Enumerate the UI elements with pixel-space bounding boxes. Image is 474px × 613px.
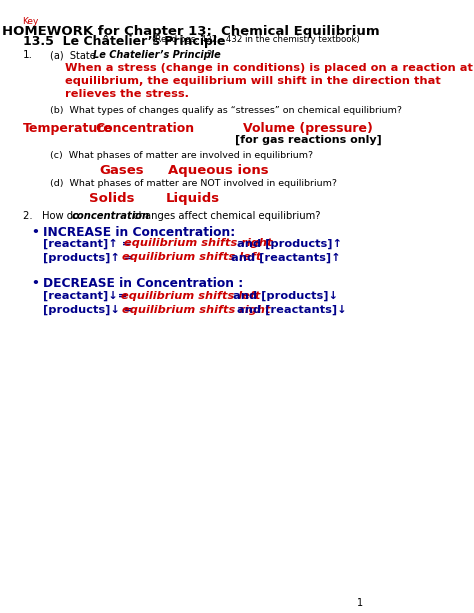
Text: and [products]↑: and [products]↑ — [233, 238, 342, 249]
Text: [products]↑ =: [products]↑ = — [43, 253, 137, 263]
Text: equilibrium shifts right: equilibrium shifts right — [122, 305, 271, 314]
Text: equilibrium shifts left: equilibrium shifts left — [122, 253, 262, 262]
Text: 13.5  Le Châtelier’s Principle: 13.5 Le Châtelier’s Principle — [23, 36, 225, 48]
Text: Aqueous ions: Aqueous ions — [168, 164, 269, 177]
Text: changes affect chemical equilibrium?: changes affect chemical equilibrium? — [130, 211, 321, 221]
Text: Volume (pressure): Volume (pressure) — [243, 122, 373, 135]
Text: [products]↓ =: [products]↓ = — [43, 305, 137, 315]
Text: and [reactants]↑: and [reactants]↑ — [227, 253, 340, 263]
Text: Concentration: Concentration — [96, 122, 195, 135]
Text: (a)  State: (a) State — [50, 50, 99, 60]
Text: ?: ? — [206, 50, 211, 60]
Text: (b)  What types of changes qualify as “stresses” on chemical equilibrium?: (b) What types of changes qualify as “st… — [50, 107, 402, 115]
Text: 1: 1 — [356, 598, 363, 608]
Text: equilibrium, the equilibrium will shift in the direction that: equilibrium, the equilibrium will shift … — [64, 76, 440, 86]
Text: (d)  What phases of matter are NOT involved in equilibrium?: (d) What phases of matter are NOT involv… — [50, 178, 337, 188]
Text: INCREASE in Concentration:: INCREASE in Concentration: — [43, 226, 235, 239]
Text: Le Chatelier’s Principle: Le Chatelier’s Principle — [93, 50, 220, 60]
Text: When a stress (change in conditions) is placed on a reaction at: When a stress (change in conditions) is … — [64, 63, 473, 74]
Text: equilibrium shifts right: equilibrium shifts right — [124, 238, 273, 248]
Text: HOMEWORK for Chapter 13:  Chemical Equilibrium: HOMEWORK for Chapter 13: Chemical Equili… — [2, 25, 380, 37]
Text: Temperature: Temperature — [23, 122, 112, 135]
Text: (Read pgs. 422 - 432 in the chemistry textbook): (Read pgs. 422 - 432 in the chemistry te… — [153, 36, 360, 45]
Text: 1.: 1. — [23, 50, 33, 60]
Text: •: • — [32, 226, 39, 239]
Text: [reactant]↑ =: [reactant]↑ = — [43, 238, 135, 249]
Text: and [reactants]↓: and [reactants]↓ — [233, 305, 346, 315]
Text: Gases: Gases — [99, 164, 144, 177]
Text: 2.   How do: 2. How do — [23, 211, 82, 221]
Text: Liquids: Liquids — [165, 192, 220, 205]
Text: Key: Key — [23, 17, 39, 26]
Text: relieves the stress.: relieves the stress. — [64, 89, 189, 99]
Text: Solids: Solids — [90, 192, 135, 205]
Text: concentration: concentration — [72, 211, 150, 221]
Text: and [products]↓: and [products]↓ — [225, 291, 338, 301]
Text: [reactant]↓=: [reactant]↓= — [43, 291, 131, 301]
Text: [for gas reactions only]: [for gas reactions only] — [235, 135, 381, 145]
Text: •: • — [32, 277, 39, 291]
Text: DECREASE in Concentration :: DECREASE in Concentration : — [43, 277, 243, 291]
Text: (c)  What phases of matter are involved in equilibrium?: (c) What phases of matter are involved i… — [50, 151, 313, 159]
Text: equilibrium shifts left: equilibrium shifts left — [120, 291, 260, 300]
